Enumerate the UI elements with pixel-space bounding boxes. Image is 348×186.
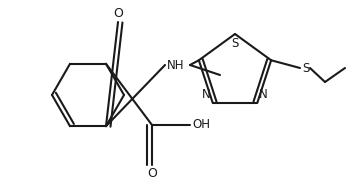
Text: OH: OH	[192, 118, 210, 132]
Text: S: S	[231, 37, 239, 50]
Text: N: N	[259, 88, 268, 101]
Text: S: S	[302, 62, 309, 75]
Text: NH: NH	[167, 59, 184, 71]
Text: O: O	[113, 7, 123, 20]
Text: N: N	[202, 88, 211, 101]
Text: O: O	[147, 167, 157, 180]
